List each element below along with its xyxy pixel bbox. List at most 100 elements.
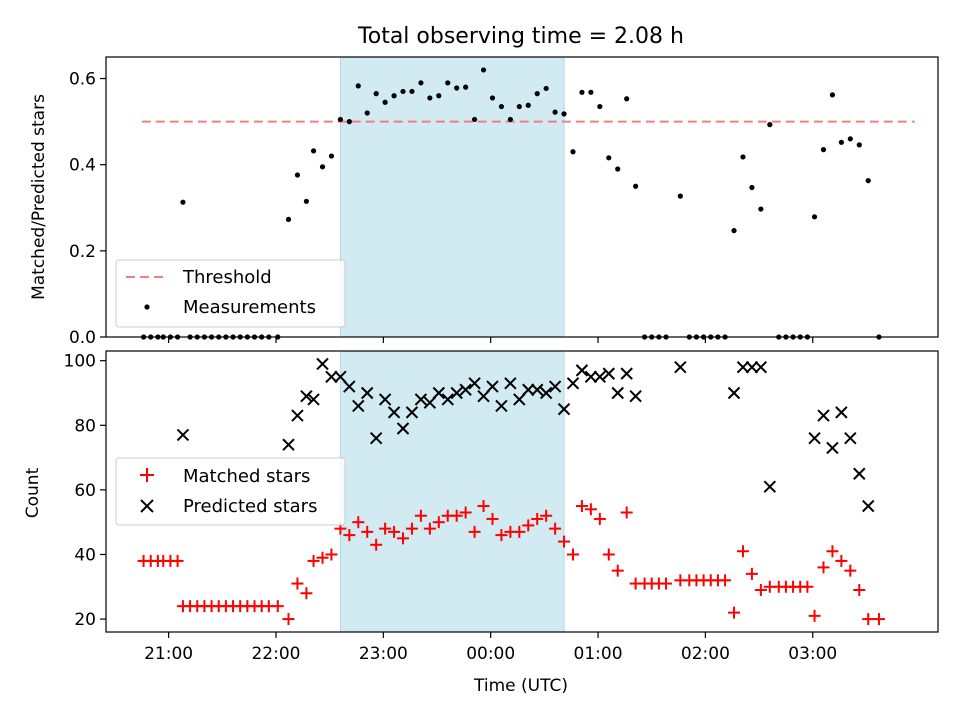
matched-points	[137, 500, 885, 626]
legend-matched-swatch	[140, 468, 154, 482]
predicted-point	[459, 383, 472, 396]
predicted-point-stroke	[620, 367, 633, 380]
predicted-point	[584, 370, 598, 384]
top-shaded-span	[339, 56, 565, 338]
predicted-point	[575, 364, 589, 377]
x-axis-label: Time (UTC)	[473, 676, 568, 696]
predicted-point-stroke	[361, 386, 374, 400]
measurement-point	[525, 102, 531, 108]
predicted-point-stroke	[674, 360, 687, 374]
predicted-point-stroke	[602, 367, 615, 380]
predicted-point-stroke	[566, 377, 580, 390]
measurement-point	[436, 93, 442, 99]
matched-point	[513, 525, 526, 538]
matched-point	[853, 584, 866, 597]
predicted-point	[513, 393, 526, 406]
measurement-point	[838, 139, 844, 145]
matched-point	[379, 522, 392, 535]
matched-point	[817, 561, 830, 574]
predicted-point-stroke	[539, 386, 553, 400]
predicted-point	[334, 370, 347, 384]
matched-point	[432, 516, 445, 529]
predicted-point	[620, 367, 633, 380]
measurement-point	[427, 95, 433, 101]
matched-point	[414, 509, 427, 522]
measurement-point	[382, 99, 388, 105]
matched-point	[405, 522, 418, 535]
measurement-point	[418, 80, 424, 86]
predicted-point	[352, 399, 365, 413]
matched-point	[575, 500, 588, 513]
measurement-point	[731, 228, 737, 234]
matched-point	[300, 587, 313, 600]
bottom-legend: Matched stars Predicted stars	[115, 457, 346, 526]
measurement-point	[489, 95, 496, 101]
predicted-point	[566, 377, 580, 390]
legend-predicted-label: Predicted stars	[183, 496, 317, 517]
measurement-point	[310, 148, 317, 154]
predicted-point-stroke	[844, 431, 857, 445]
matched-point	[370, 538, 383, 551]
measurement-point	[180, 199, 186, 205]
top-legend-box	[115, 259, 346, 328]
predicted-point-stroke	[575, 364, 589, 377]
matched-point	[468, 525, 481, 538]
predicted-point-stroke	[862, 499, 875, 513]
bottom-y-tick-label: 20	[74, 610, 96, 630]
measurement-point	[373, 91, 379, 97]
predicted-point-stroke	[405, 406, 419, 419]
measurement-point	[561, 111, 567, 117]
predicted-point-stroke	[352, 399, 365, 413]
measurement-point	[579, 89, 585, 95]
measurement-point	[303, 198, 309, 204]
bottom-y-axis: 20 40 60 80 100	[64, 352, 106, 630]
matched-point	[808, 609, 821, 622]
measurement-point	[740, 154, 746, 160]
predicted-point-stroke	[282, 438, 295, 451]
measurement-point	[588, 89, 594, 95]
matched-point	[486, 512, 499, 525]
matched-point	[872, 613, 885, 626]
measurement-point	[364, 110, 370, 116]
predicted-point-stroke	[378, 393, 392, 406]
predicted-point-stroke	[584, 370, 598, 384]
predicted-point	[531, 383, 544, 396]
measurement-point	[633, 183, 639, 189]
measurement-point	[319, 164, 326, 170]
measurement-point	[480, 67, 487, 73]
predicted-point-stroke	[432, 386, 446, 400]
matched-point	[754, 584, 767, 597]
predicted-point	[522, 383, 535, 396]
legend-measurements-label: Measurements	[183, 297, 316, 318]
measurement-point	[749, 184, 755, 191]
measurement-point	[498, 103, 505, 110]
predicted-point-stroke	[343, 380, 356, 393]
measurement-point	[400, 88, 406, 95]
x-tick-label: 00:00	[466, 644, 515, 664]
matched-point	[495, 529, 508, 542]
measurement-point	[767, 122, 773, 128]
measurement-point	[294, 172, 301, 178]
predicted-point	[450, 386, 463, 400]
matched-point	[611, 564, 624, 577]
predicted-point-stroke	[513, 393, 526, 406]
predicted-point	[432, 386, 446, 400]
legend-measurements-swatch	[144, 304, 150, 310]
measurement-point	[865, 178, 871, 184]
matched-point	[522, 519, 535, 532]
predicted-point	[468, 377, 481, 390]
top-axes-frame	[105, 56, 939, 338]
predicted-point-stroke	[727, 386, 741, 400]
predicted-point	[477, 390, 490, 403]
predicted-point	[176, 428, 190, 442]
predicted-point	[602, 367, 615, 380]
predicted-point-stroke	[835, 406, 848, 419]
predicted-point	[557, 402, 571, 416]
predicted-point-stroke	[763, 480, 777, 493]
measurement-point	[355, 83, 361, 89]
top-x-ticks	[168, 337, 814, 343]
predicted-point	[486, 380, 499, 393]
predicted-point	[378, 393, 392, 406]
predicted-point-stroke	[468, 377, 481, 390]
measurement-point	[463, 84, 469, 90]
